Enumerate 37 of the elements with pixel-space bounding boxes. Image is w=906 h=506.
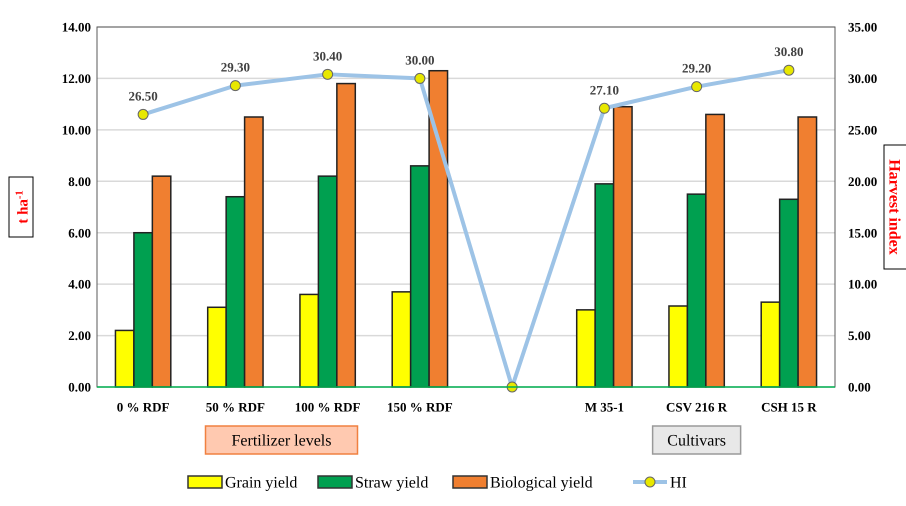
x-tick-label: 100 % RDF: [294, 400, 361, 415]
y-tick-label: 6.00: [68, 225, 91, 240]
legend-label: Biological yield: [490, 474, 593, 492]
y-tick-label: 8.00: [68, 174, 91, 189]
x-tick-label: CSH 15 R: [761, 400, 818, 415]
x-tick-label: 50 % RDF: [206, 400, 266, 415]
y2-tick-label: 0.00: [848, 380, 871, 395]
y-tick-label: 2.00: [68, 328, 91, 344]
y2-tick-label: 10.00: [848, 276, 878, 292]
y2-tick-label: 15.00: [848, 225, 878, 240]
data-label: 30.40: [313, 48, 342, 64]
x-tick-label: 0 % RDF: [116, 400, 170, 415]
legend-label: Straw yield: [355, 474, 428, 492]
text: Fertilizer levels: [232, 432, 332, 450]
data-label: 26.50: [128, 88, 158, 104]
y-tick-label: 14.00: [62, 20, 91, 35]
x-tick-label: 150 % RDF: [387, 400, 453, 415]
y2-tick-label: 20.00: [848, 174, 878, 189]
y2-tick-label: 35.00: [848, 20, 878, 35]
y2-tick-label: 30.00: [848, 70, 878, 86]
legend-label: HI: [670, 474, 687, 492]
legend-label: Grain yield: [225, 474, 298, 492]
data-label: 30.80: [774, 44, 804, 60]
y2-tick-label: 5.00: [848, 328, 871, 344]
y2-axis-title: Harvest index: [885, 159, 902, 255]
x-tick-label: M 35-1: [584, 400, 624, 415]
y-tick-label: 4.00: [68, 276, 91, 292]
y-tick-label: 0.00: [68, 380, 91, 395]
data-label: 29.20: [682, 60, 712, 76]
x-tick-label: CSV 216 R: [666, 400, 728, 415]
y-tick-label: 12.00: [62, 70, 91, 86]
data-label: 27.10: [590, 82, 619, 98]
data-label: 30.00: [405, 52, 434, 68]
text: Cultivars: [667, 432, 726, 450]
y-tick-label: 10.00: [62, 122, 91, 138]
y2-tick-label: 25.00: [848, 122, 878, 138]
data-label: 29.30: [220, 60, 250, 75]
